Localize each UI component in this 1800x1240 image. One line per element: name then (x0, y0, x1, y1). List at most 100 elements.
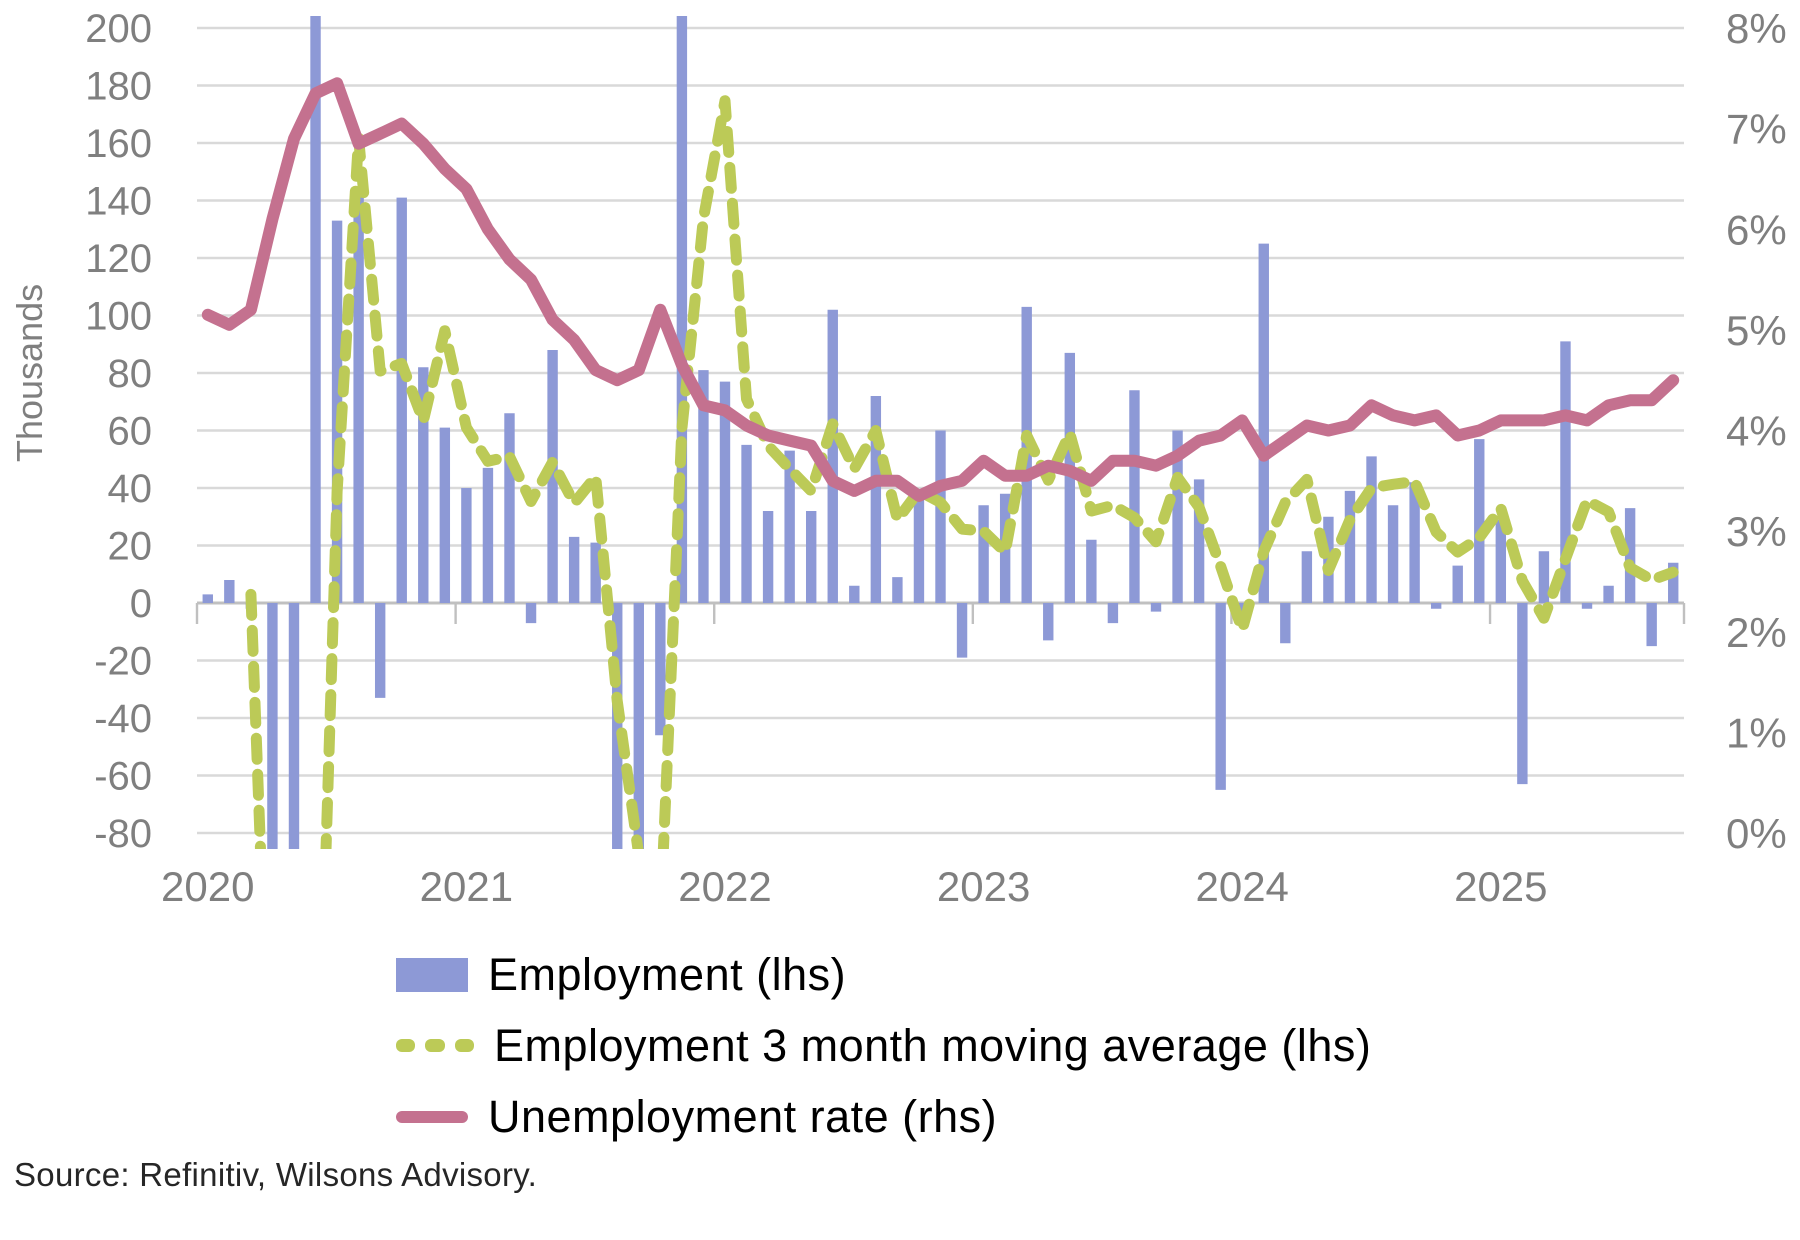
left-axis-tick-label: 160 (85, 122, 152, 166)
employment-bar (1258, 243, 1269, 603)
employment-bar (762, 511, 774, 603)
employment-bar (1603, 585, 1614, 603)
right-axis-tick-label: 6% (1726, 206, 1787, 253)
employment-bar (741, 444, 752, 603)
legend-label-unemployment: Unemployment rate (rhs) (488, 1090, 998, 1142)
right-axis-tick-label: 2% (1726, 609, 1787, 656)
employment-bar (1624, 508, 1636, 603)
employment-bar (1538, 551, 1550, 603)
employment-bar (935, 430, 946, 603)
legend-item-moving-average: Employment 3 month moving average (lhs) (396, 1017, 1371, 1074)
employment-bar (267, 603, 278, 849)
employment-bar (655, 603, 666, 736)
right-axis-tick-label: 8% (1726, 5, 1787, 52)
left-axis-tick-label: 100 (85, 295, 152, 339)
employment-bar (525, 603, 537, 624)
employment-bar (1193, 479, 1205, 603)
employment-bar (1474, 439, 1485, 603)
employment-bar (1581, 603, 1593, 609)
source-note: Source: Refinitiv, Wilsons Advisory. (14, 1156, 538, 1193)
right-axis-tick-label: 7% (1726, 106, 1787, 153)
employment-bar (1668, 562, 1679, 603)
moving-average-path (245, 95, 1679, 849)
x-axis-year-label: 2025 (1454, 863, 1547, 910)
employment-bar (612, 603, 623, 849)
employment-bar (1150, 603, 1162, 612)
employment-bar (719, 381, 731, 603)
chart-legend: Employment (lhs) Employment 3 month movi… (396, 946, 1371, 1145)
employment-bar (956, 603, 968, 658)
employment-bar (568, 536, 580, 603)
employment-bar (849, 585, 860, 603)
right-axis-tick-label: 5% (1726, 307, 1787, 354)
moving-average-line (245, 95, 1679, 849)
employment-bar (698, 370, 709, 603)
employment-bar (870, 396, 882, 603)
x-axis-year-label: 2024 (1195, 863, 1288, 910)
employment-bar (827, 309, 838, 603)
x-axis-line (195, 601, 1686, 624)
employment-bar (1107, 603, 1119, 624)
left-axis-tick-label: 0 (130, 582, 152, 626)
legend-item-unemployment: Unemployment rate (rhs) (396, 1088, 1371, 1145)
employment-bars (202, 16, 1679, 849)
legend-swatch-moving-average-dashes (396, 1039, 474, 1052)
employment-bar (784, 450, 795, 603)
legend-swatch-employment-bar (396, 957, 468, 992)
employment-bar (633, 603, 644, 849)
employment-bar (482, 467, 494, 603)
employment-bar (1366, 456, 1377, 603)
right-axis-tick-label: 1% (1726, 709, 1787, 756)
employment-bar (1086, 539, 1097, 603)
employment-bar (978, 505, 989, 603)
left-axis-tick-label: 140 (85, 180, 152, 224)
legend-swatch-unemployment-line (396, 1110, 468, 1123)
employment-bar (1129, 390, 1140, 603)
employment-bar (461, 488, 472, 603)
employment-bar (1452, 565, 1463, 603)
left-axis-tick-label: 20 (108, 525, 153, 569)
left-axis-title: Thousands (9, 284, 50, 462)
legend-label-moving-average: Employment 3 month moving average (lhs) (494, 1019, 1372, 1071)
employment-bar (418, 367, 429, 603)
left-axis-tick-label: 40 (108, 467, 153, 511)
x-axis-year-label: 2022 (678, 863, 771, 910)
employment-bar (288, 603, 300, 849)
left-axis-tick-label: 200 (85, 7, 152, 51)
employment-bar (676, 16, 688, 603)
employment-bar (1495, 519, 1507, 603)
left-axis-tick-label: -80 (94, 812, 152, 856)
employment-bar (1517, 603, 1528, 785)
employment-bar (1280, 603, 1291, 644)
left-axis-tick-label: -60 (94, 755, 152, 799)
employment-bar (374, 603, 386, 698)
employment-bar (1409, 482, 1420, 603)
left-axis-tick-label: 60 (108, 410, 153, 454)
employment-bar (590, 542, 601, 603)
x-axis-year-label: 2021 (420, 863, 513, 910)
employment-bar (202, 594, 213, 603)
employment-bar (353, 194, 364, 603)
x-axis-year-label: 2020 (161, 863, 254, 910)
employment-bar (805, 511, 817, 603)
left-axis-tick-label: -20 (94, 640, 152, 684)
employment-bar (1560, 341, 1571, 603)
employment-bar (1646, 603, 1657, 647)
unemployment-rate-line (201, 77, 1680, 502)
employment-bar (1172, 430, 1183, 603)
left-axis-tick-label: 80 (108, 352, 153, 396)
legend-item-employment: Employment (lhs) (396, 946, 1371, 1003)
x-axis-year-labels: 2020 2021 2022 2023 2024 2025 (161, 863, 1547, 910)
right-axis-tick-label: 3% (1726, 508, 1787, 555)
left-axis-tick-label: -40 (94, 697, 152, 741)
right-axis-tick-labels: 8% 7% 6% 5% 4% 3% 2% 1% 0% (1726, 5, 1787, 857)
right-axis-tick-label: 0% (1726, 810, 1787, 857)
employment-bar (504, 413, 515, 603)
employment-bar (1344, 490, 1356, 603)
employment-bar (1215, 603, 1226, 790)
left-axis-tick-label: 120 (85, 237, 152, 281)
employment-bar (1301, 551, 1313, 603)
